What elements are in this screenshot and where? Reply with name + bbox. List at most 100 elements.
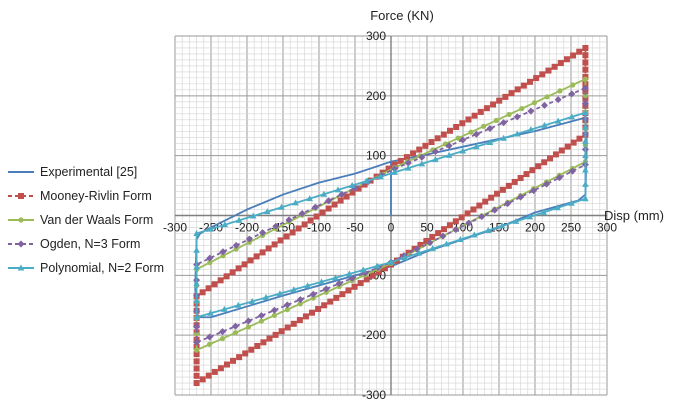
data-point [205, 372, 212, 379]
data-point [349, 189, 356, 196]
data-point [219, 328, 227, 336]
data-point [397, 157, 404, 164]
data-point [289, 229, 296, 236]
data-point [582, 66, 589, 73]
data-point [439, 232, 447, 240]
data-point [247, 257, 254, 264]
x-tick-label: 200 [525, 221, 545, 235]
data-point [527, 126, 535, 133]
data-point [327, 298, 334, 305]
data-point [325, 197, 333, 205]
data-point [431, 148, 439, 156]
data-point [296, 317, 303, 324]
data-point [219, 335, 226, 342]
data-point [262, 294, 270, 301]
data-point [193, 280, 200, 287]
data-point [219, 248, 227, 256]
data-point [221, 305, 228, 312]
data-point [557, 60, 564, 67]
data-point [541, 159, 548, 166]
data-point [527, 78, 534, 85]
data-point [315, 305, 322, 312]
data-point [193, 323, 201, 331]
data-point [526, 213, 534, 220]
data-point [17, 264, 25, 271]
data-point [18, 217, 24, 223]
data-point [465, 219, 473, 227]
data-point [217, 365, 224, 372]
data-point [472, 130, 480, 138]
x-axis-title: Disp (mm) [604, 208, 664, 223]
data-point [351, 283, 358, 290]
data-point [385, 165, 392, 172]
data-point [471, 231, 478, 238]
data-point [445, 151, 453, 158]
y-tick-label: -300 [362, 388, 386, 402]
data-point [361, 181, 368, 188]
data-point [270, 306, 278, 314]
data-point [555, 174, 563, 182]
data-point [320, 190, 328, 197]
data-point [193, 380, 200, 387]
data-point [423, 237, 430, 244]
data-point [417, 241, 424, 248]
data-point [570, 139, 577, 146]
data-point [531, 100, 538, 106]
data-point [309, 309, 316, 316]
data-point [533, 75, 540, 82]
data-point [334, 186, 342, 193]
data-point [283, 233, 290, 240]
data-point [498, 222, 506, 229]
data-point [547, 155, 554, 162]
y-tick-label: 200 [366, 89, 386, 103]
data-point [369, 272, 376, 279]
data-point [248, 297, 256, 304]
data-point [400, 252, 408, 260]
data-point [468, 129, 474, 135]
data-point [234, 301, 242, 308]
data-point [403, 154, 410, 161]
x-tick-label: 250 [561, 221, 581, 235]
data-point [272, 331, 279, 338]
data-point [530, 187, 538, 195]
data-point [554, 117, 562, 124]
data-point [206, 254, 214, 262]
data-point [348, 181, 356, 188]
data-point [207, 309, 214, 316]
data-point [496, 97, 503, 104]
data-point [301, 221, 308, 228]
data-point [272, 222, 280, 230]
data-point [464, 210, 471, 217]
data-point [506, 111, 512, 118]
data-point [458, 214, 465, 221]
data-point [482, 198, 489, 205]
data-point [558, 147, 565, 154]
data-point [582, 92, 589, 99]
data-point [568, 199, 575, 206]
data-point [470, 206, 477, 213]
data-point [429, 245, 436, 252]
data-point [570, 52, 577, 59]
data-point [405, 249, 412, 256]
data-point [306, 195, 314, 202]
data-point [235, 265, 242, 272]
data-point [193, 358, 200, 365]
data-point [319, 209, 326, 216]
data-point [318, 278, 325, 285]
data-point [193, 351, 200, 358]
legend: Experimental [25] Mooney-Rivlin Form Van d… [8, 165, 164, 275]
data-point [205, 285, 212, 292]
data-point [465, 116, 472, 123]
data-point [418, 160, 426, 167]
data-point [552, 151, 559, 158]
data-point [391, 165, 399, 173]
data-point [452, 218, 459, 225]
data-point [296, 296, 304, 304]
data-point [481, 123, 487, 129]
data-point [211, 368, 218, 375]
data-point [211, 281, 218, 288]
data-point [568, 113, 576, 120]
data-point [363, 276, 370, 283]
y-tick-label: 100 [366, 149, 386, 163]
